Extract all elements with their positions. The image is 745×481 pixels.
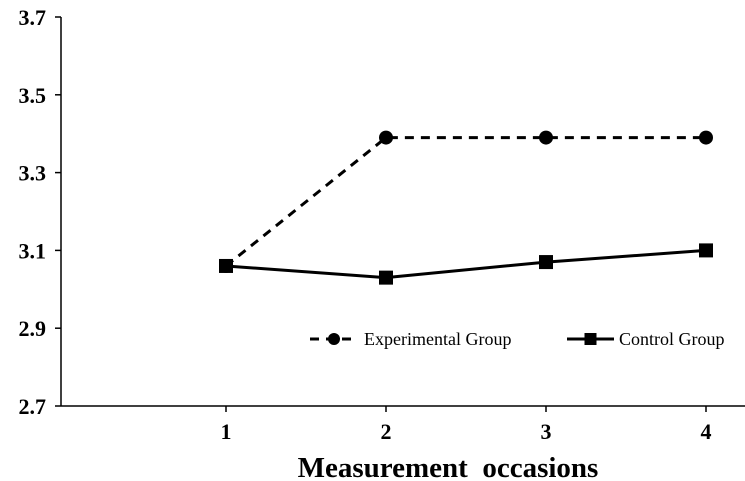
y-tick-label: 3.5 bbox=[19, 83, 47, 108]
y-tick-label: 3.3 bbox=[19, 161, 47, 186]
legend-experimental-group-label: Experimental Group bbox=[364, 329, 511, 349]
x-ticks: 1 2 3 4 bbox=[221, 406, 712, 444]
x-axis-title: Measurement occasions bbox=[298, 452, 599, 481]
y-ticks: 2.7 2.9 3.1 3.3 3.5 3.7 bbox=[19, 5, 61, 419]
x-tick-label: 3 bbox=[541, 419, 552, 444]
control-group-point bbox=[219, 258, 233, 273]
y-tick-label: 2.9 bbox=[19, 316, 47, 341]
control-group-point bbox=[379, 270, 393, 285]
y-tick-label: 2.7 bbox=[19, 394, 47, 419]
experimental-group-point bbox=[379, 130, 393, 145]
experimental-group-point bbox=[699, 130, 713, 145]
experimental-group-line bbox=[225, 136, 706, 268]
x-tick-label: 1 bbox=[221, 419, 232, 444]
legend-experimental-group-marker bbox=[328, 333, 340, 345]
legend: Experimental Group Control Group bbox=[310, 329, 725, 349]
x-tick-label: 2 bbox=[381, 419, 392, 444]
series-layer bbox=[219, 130, 713, 285]
y-tick-label: 3.7 bbox=[19, 5, 47, 30]
legend-control-group-marker bbox=[584, 333, 597, 345]
control-group-point bbox=[539, 255, 553, 270]
control-group-line bbox=[225, 248, 707, 280]
axes bbox=[60, 17, 745, 407]
control-group-point bbox=[699, 243, 713, 258]
y-tick-label: 3.1 bbox=[19, 238, 47, 263]
experimental-group-point bbox=[539, 130, 553, 145]
x-tick-label: 4 bbox=[701, 419, 712, 444]
legend-control-group-label: Control Group bbox=[619, 329, 725, 349]
